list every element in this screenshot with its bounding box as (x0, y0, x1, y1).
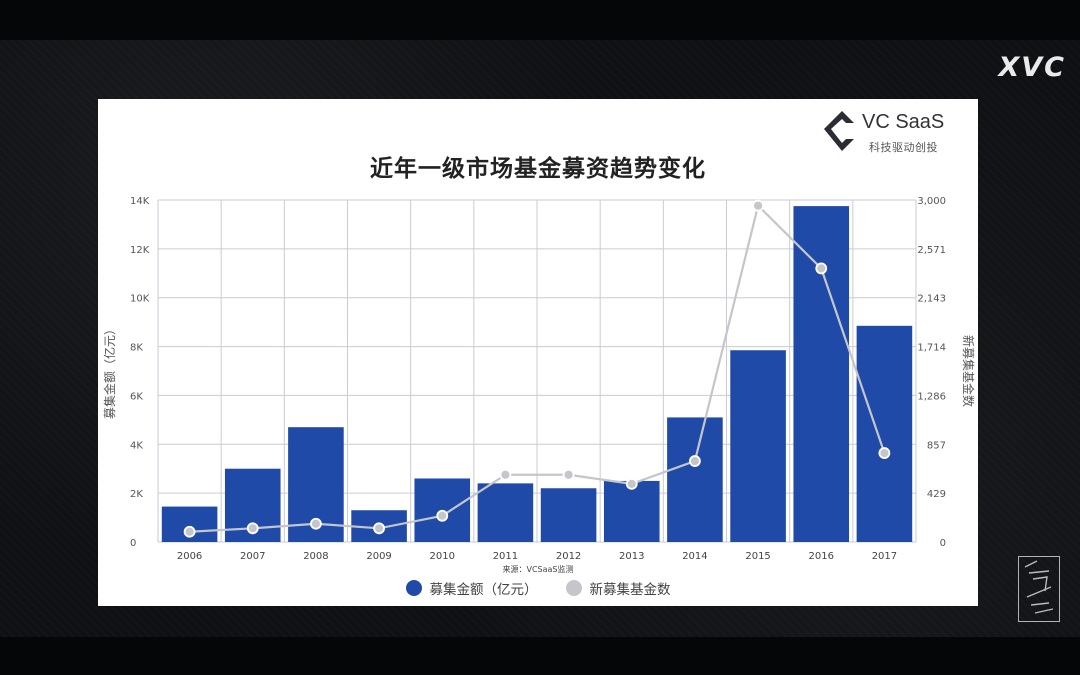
line-point (499, 468, 512, 481)
y-tick-label: 0 (130, 538, 136, 549)
y2-tick-label: 0 (940, 538, 946, 549)
legend-item-amount: 募集金额（亿元） (405, 578, 538, 598)
x-tick-label: 2014 (682, 551, 707, 562)
x-tick-label: 2017 (872, 551, 897, 562)
y2-tick-label: 857 (927, 440, 946, 451)
brand-tagline: 科技驱动创投 (869, 141, 938, 154)
bar (477, 483, 534, 542)
x-tick-label: 2009 (366, 551, 391, 562)
x-tick-label: 2015 (745, 551, 770, 562)
line-point (183, 525, 196, 538)
y2-tick-label: 1,286 (917, 391, 946, 402)
y-tick-label: 6K (130, 391, 143, 402)
x-tick-label: 2010 (430, 551, 455, 562)
x-tick-label: 2013 (619, 551, 644, 562)
x-tick-label: 2006 (177, 551, 202, 562)
x-tick-label: 2011 (493, 551, 518, 562)
y-tick-label: 14K (130, 196, 150, 207)
y2-tick-label: 2,571 (917, 245, 946, 256)
line-point (815, 262, 828, 275)
line-point (689, 455, 701, 467)
line-point (878, 447, 891, 459)
bar (730, 350, 786, 542)
y-axis-label: 募集金额（亿元） (102, 323, 117, 419)
top-letterbox (0, 0, 1080, 40)
bar (856, 325, 913, 542)
line-point (625, 477, 638, 490)
y2-tick-label: 2,143 (917, 294, 946, 305)
legend: 募集金额（亿元） 新募集基金数 (98, 577, 978, 599)
brand: VC SaaS 科技驱动创投 (816, 105, 956, 155)
bottom-letterbox (0, 637, 1080, 675)
line-point (436, 509, 449, 522)
line-point (752, 199, 764, 212)
line-point (310, 517, 322, 530)
y-tick-label: 4K (130, 440, 143, 451)
y-tick-label: 10K (130, 294, 150, 305)
line-point (246, 522, 259, 535)
y2-tick-label: 3,000 (917, 196, 946, 207)
bar (603, 480, 660, 542)
xvc-watermark: XVC (998, 52, 1066, 83)
y-tick-label: 12K (130, 245, 150, 256)
line-point (373, 522, 385, 535)
chart-panel: VC SaaS 科技驱动创投 近年一级市场基金募资趋势变化 0 2K 4K 6K 8K 1… (98, 99, 978, 606)
bar (793, 206, 850, 542)
brand-name: VC SaaS (862, 111, 945, 133)
bar (540, 488, 597, 542)
y-tick-label: 8K (130, 343, 143, 354)
x-tick-label: 2008 (303, 551, 328, 562)
x-tick-label: 2012 (556, 551, 581, 562)
x-tick-label: 2016 (809, 551, 834, 562)
bar-line-chart: 0 2K 4K 6K 8K 10K 12K 14K 0 429 857 1,286 1,714 2,143… (102, 196, 976, 562)
stamp-logo-icon (1018, 556, 1060, 622)
y2-tick-label: 429 (927, 489, 946, 500)
source-note: 来源：VCSaaS监测 (502, 565, 574, 574)
series-line (189, 203, 886, 533)
legend-swatch-count (565, 580, 582, 596)
vc-saas-logo-icon (824, 111, 854, 151)
x-tick-label: 2007 (240, 551, 265, 562)
line-point (562, 468, 575, 481)
y2-axis-label: 新募集基金数 (961, 335, 976, 407)
legend-item-count: 新募集基金数 (565, 578, 671, 598)
y-tick-label: 2K (130, 489, 143, 500)
legend-swatch-amount (405, 580, 422, 596)
y2-tick-label: 1,714 (917, 343, 946, 354)
legend-label-amount: 募集金额（亿元） (429, 582, 538, 598)
legend-label-count: 新募集基金数 (589, 582, 671, 598)
bar (667, 417, 723, 542)
chart-title: 近年一级市场基金募资趋势变化 (370, 156, 706, 182)
